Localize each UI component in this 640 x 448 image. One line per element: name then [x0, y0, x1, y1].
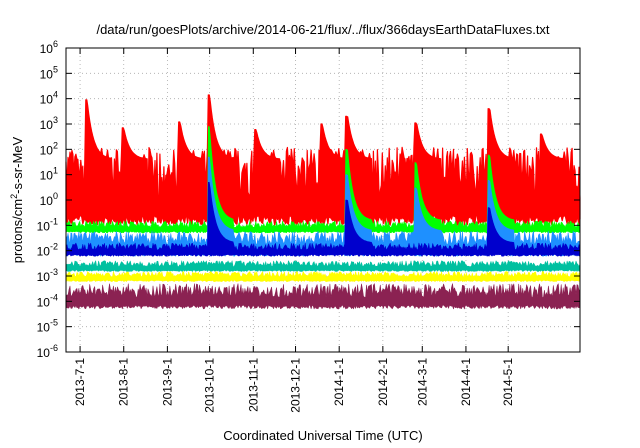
x-tick-label: 2014-2-1	[376, 358, 390, 406]
series-7	[65, 283, 581, 310]
x-tick-label: 2013-11-1	[246, 358, 260, 412]
chart-title: /data/run/goesPlots/archive/2014-06-21/f…	[96, 22, 549, 37]
x-tick-label: 2013-9-1	[160, 358, 174, 406]
data-series	[65, 94, 581, 310]
x-axis-label: Coordinated Universal Time (UTC)	[223, 428, 422, 443]
series-band	[65, 283, 581, 310]
x-tick-label: 2013-8-1	[117, 358, 131, 406]
x-tick-label: 2013-10-1	[203, 358, 217, 413]
x-tick-label: 2013-12-1	[289, 358, 303, 413]
y-axis-label: protons/cm2-s-sr-MeV	[9, 136, 25, 263]
x-tick-label: 2014-4-1	[459, 358, 473, 406]
x-tick-label: 2014-5-1	[501, 358, 515, 406]
x-tick-label: 2014-3-1	[415, 358, 429, 406]
x-tick-label: 2014-1-1	[332, 358, 346, 406]
x-tick-label: 2013-7-1	[73, 358, 87, 406]
